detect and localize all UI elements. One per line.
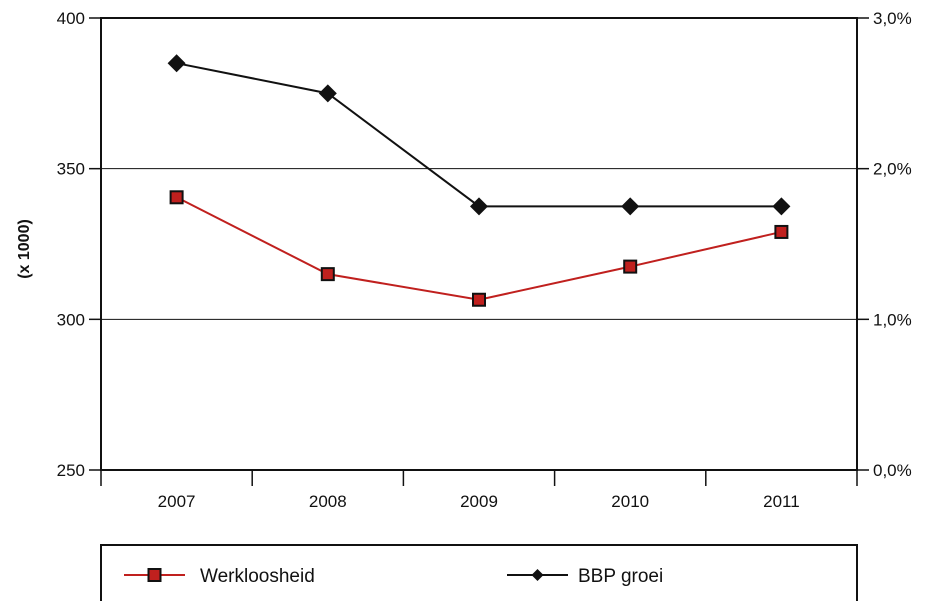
square-marker [472,292,486,307]
legend-item: Werkloosheid [124,566,315,587]
diamond-marker [318,84,337,103]
diamond-marker [167,54,186,73]
legend: Werkloosheid BBP groei [100,544,858,601]
legend-box [100,544,858,601]
x-tick-label: 2010 [611,492,649,511]
axes [100,17,858,471]
x-tick-label: 2011 [763,492,800,511]
left-tick-label: 350 [57,160,85,179]
square-marker [774,224,789,239]
left-axis-title: (x 1000) [16,219,33,279]
legend-label: Werkloosheid [200,566,315,587]
diamond-marker [772,197,791,216]
right-tick-label: 3,0% [873,9,912,28]
right-tick-label: 2,0% [873,160,912,179]
series-werkloosheid [169,190,789,307]
legend-item: BBP groei [507,566,663,587]
left-tick-label: 400 [57,9,85,28]
diamond-marker [470,197,488,216]
x-tick-label: 2007 [158,492,196,511]
plot-frame [100,17,858,471]
gridlines [101,168,857,320]
right-tick-label: 1,0% [873,310,912,329]
series-layer [167,54,791,307]
diamond-marker [621,197,640,216]
square-marker [623,259,638,274]
right-tick-label: 0,0% [873,461,912,480]
left-tick-label: 300 [57,310,85,329]
left-axis-ticks: 250 300 350 400 [57,9,101,480]
series-line [176,62,782,208]
x-tick-label: 2009 [460,492,498,511]
square-marker [169,190,184,205]
legend-label: BBP groei [578,566,663,587]
diamond-marker [531,569,544,581]
x-axis-ticks: 2007 2008 2009 2010 2011 [100,470,858,511]
square-marker [320,267,335,282]
series-bbp-groei [167,54,791,216]
left-tick-label: 250 [57,461,85,480]
right-axis-ticks: 0,0% 1,0% 2,0% 3,0% [857,9,912,480]
x-tick-label: 2008 [309,492,347,511]
square-marker [147,568,162,582]
